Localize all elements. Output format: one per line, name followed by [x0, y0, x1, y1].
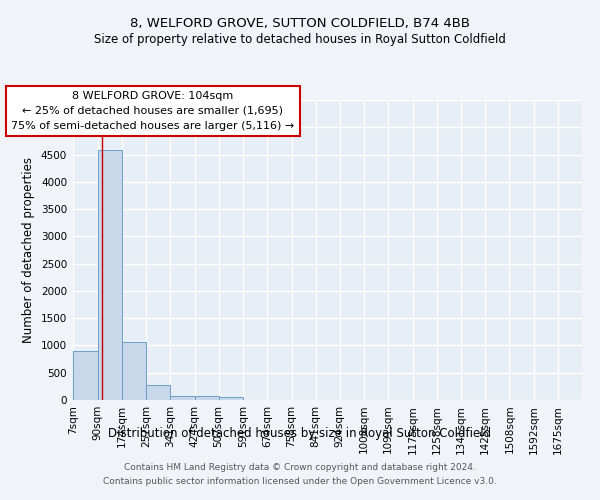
- Bar: [73, 351, 98, 400]
- Bar: [218, 396, 243, 400]
- Bar: [146, 384, 170, 400]
- Text: Contains HM Land Registry data © Crown copyright and database right 2024.: Contains HM Land Registry data © Crown c…: [124, 462, 476, 471]
- Text: Contains public sector information licensed under the Open Government Licence v3: Contains public sector information licen…: [103, 478, 497, 486]
- Bar: [98, 150, 122, 400]
- Bar: [122, 342, 146, 400]
- Y-axis label: Number of detached properties: Number of detached properties: [22, 157, 35, 343]
- Text: Size of property relative to detached houses in Royal Sutton Coldfield: Size of property relative to detached ho…: [94, 32, 506, 46]
- Bar: [170, 396, 194, 400]
- Text: 8 WELFORD GROVE: 104sqm
← 25% of detached houses are smaller (1,695)
75% of semi: 8 WELFORD GROVE: 104sqm ← 25% of detache…: [11, 91, 295, 130]
- Text: 8, WELFORD GROVE, SUTTON COLDFIELD, B74 4BB: 8, WELFORD GROVE, SUTTON COLDFIELD, B74 …: [130, 18, 470, 30]
- Text: Distribution of detached houses by size in Royal Sutton Coldfield: Distribution of detached houses by size …: [109, 428, 491, 440]
- Bar: [194, 396, 218, 400]
